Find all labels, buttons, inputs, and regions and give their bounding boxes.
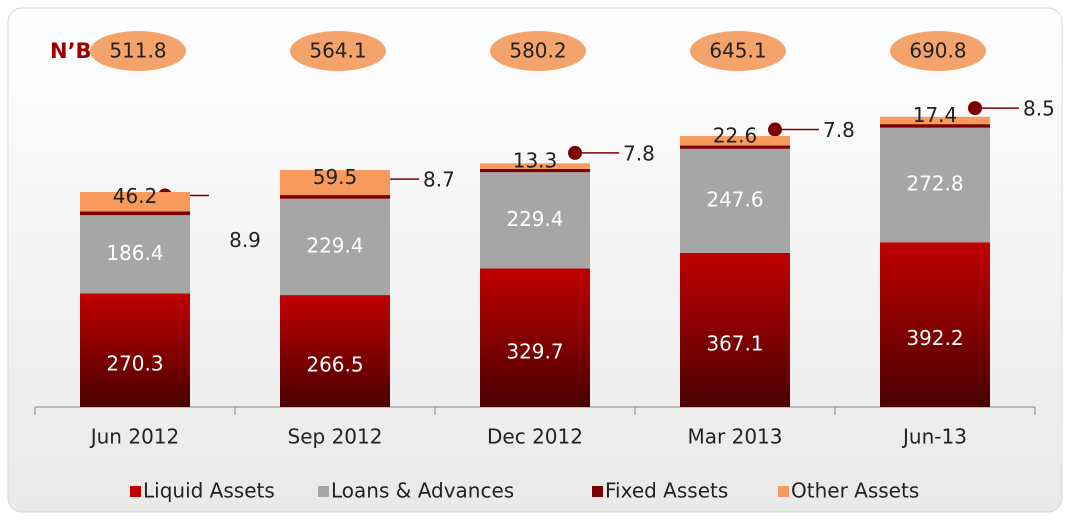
unit-label: N’B xyxy=(50,39,92,63)
bar-segment xyxy=(880,116,990,125)
data-label: 229.4 xyxy=(506,207,563,231)
data-label: 8.5 xyxy=(1023,97,1055,121)
data-label: 266.5 xyxy=(306,353,363,377)
bar-segment xyxy=(80,293,190,407)
total-bubble xyxy=(690,31,786,71)
data-label: 13.3 xyxy=(513,149,558,173)
bar-segment xyxy=(480,168,590,173)
bar-segment xyxy=(680,136,790,146)
bar-segment xyxy=(480,268,590,407)
legend-swatch xyxy=(592,486,603,497)
data-label: 186.4 xyxy=(106,241,163,265)
bar-segment xyxy=(880,242,990,407)
data-label: 8.7 xyxy=(423,168,455,192)
bar-segment xyxy=(680,148,790,253)
total-label: 511.8 xyxy=(109,39,166,63)
x-tick-label: Dec 2012 xyxy=(487,425,583,449)
legend-label: Liquid Assets xyxy=(143,479,275,503)
data-label: 229.4 xyxy=(306,233,363,257)
bar-segment xyxy=(480,163,590,169)
legend-label: Loans & Advances xyxy=(331,479,514,503)
bar-segment xyxy=(80,215,190,294)
data-label: 46.2 xyxy=(113,184,158,208)
total-label: 645.1 xyxy=(709,39,766,63)
data-label: 367.1 xyxy=(706,331,763,355)
data-label: 272.8 xyxy=(906,171,963,195)
bar-segment xyxy=(680,252,790,407)
data-label: 392.2 xyxy=(906,326,963,350)
data-label: 7.8 xyxy=(623,141,655,165)
legend-swatch xyxy=(318,486,329,497)
bar-segment xyxy=(280,170,390,196)
total-label: 580.2 xyxy=(509,39,566,63)
legend-label: Other Assets xyxy=(791,479,919,503)
legend-swatch xyxy=(130,486,141,497)
data-label: 329.7 xyxy=(506,339,563,363)
data-label: 59.5 xyxy=(313,165,358,189)
total-bubble xyxy=(490,31,586,71)
total-bubble xyxy=(90,31,186,71)
data-label: 8.9 xyxy=(229,228,261,252)
data-label: 7.8 xyxy=(823,118,855,142)
bar-segment xyxy=(880,124,990,128)
bar-segment xyxy=(280,295,390,407)
x-tick-label: Mar 2013 xyxy=(688,425,783,449)
bar-segment xyxy=(880,127,990,243)
bar-segment xyxy=(480,172,590,269)
data-label: 270.3 xyxy=(106,352,163,376)
total-label: 564.1 xyxy=(309,39,366,63)
x-tick-label: Jun 2012 xyxy=(89,425,180,449)
data-label: 17.4 xyxy=(913,103,958,127)
x-tick-label: Sep 2012 xyxy=(288,425,383,449)
total-bubble xyxy=(290,31,386,71)
x-tick-label: Jun-13 xyxy=(901,425,967,449)
data-label: 22.6 xyxy=(713,123,758,147)
data-label: 247.6 xyxy=(706,187,763,211)
total-label: 690.8 xyxy=(909,39,966,63)
total-bubble xyxy=(890,31,986,71)
bar-segment xyxy=(80,192,190,212)
legend-label: Fixed Assets xyxy=(605,479,728,503)
bar-segment xyxy=(80,211,190,216)
bar-segment xyxy=(280,195,390,199)
bar-segment xyxy=(680,145,790,149)
bar-segment xyxy=(280,198,390,296)
legend-swatch xyxy=(778,486,789,497)
